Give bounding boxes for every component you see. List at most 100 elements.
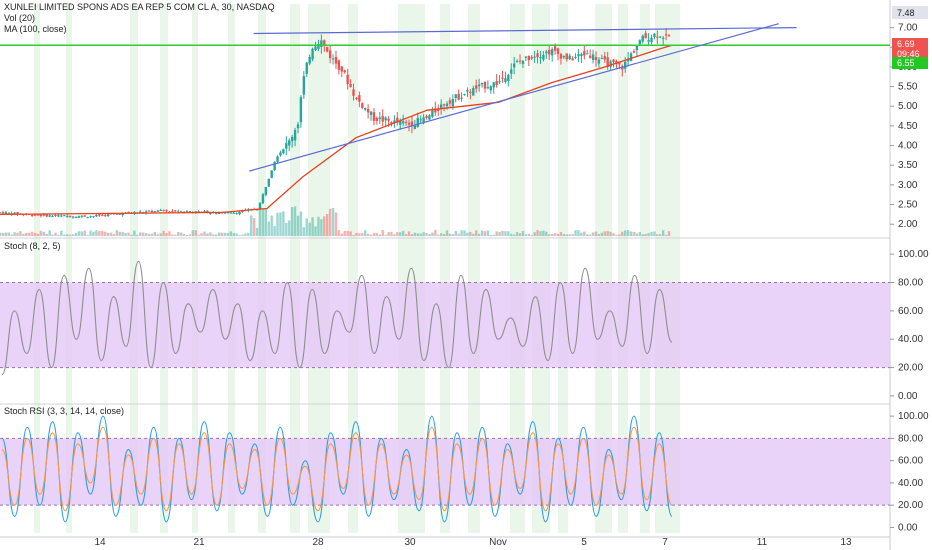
volume-bar-0 xyxy=(0,232,2,236)
candle-body-180 xyxy=(524,56,528,58)
candle-body-186 xyxy=(542,54,545,60)
candle-98 xyxy=(285,136,288,155)
candle-30 xyxy=(86,216,89,219)
candle-body-210 xyxy=(612,59,615,62)
candle-body-64 xyxy=(185,211,189,213)
volume-bar-1 xyxy=(1,232,5,236)
volume-bar-88 xyxy=(255,227,259,236)
volume-bar-30 xyxy=(86,234,89,236)
candle-188 xyxy=(548,44,551,61)
volume-bar-137 xyxy=(399,232,402,236)
candle-body-141 xyxy=(410,121,414,127)
candle-222 xyxy=(647,33,650,46)
volume-bar-67 xyxy=(194,230,197,236)
candle-body-153 xyxy=(445,103,449,107)
volume-bar-15 xyxy=(42,231,46,236)
volume-bar-157 xyxy=(457,233,460,236)
x-tick-label-2: 28 xyxy=(312,537,324,548)
volume-bar-33 xyxy=(95,230,98,236)
candle-body-96 xyxy=(279,152,282,156)
candle-26 xyxy=(74,215,78,219)
svg-text:6.55: 6.55 xyxy=(897,58,915,68)
volume-bar-20 xyxy=(57,234,60,236)
candle-127 xyxy=(369,111,373,121)
candle-95 xyxy=(276,155,279,164)
candle-28 xyxy=(80,215,84,219)
volume-bar-77 xyxy=(223,232,227,236)
candle-body-197 xyxy=(574,56,577,58)
volume-bar-130 xyxy=(378,234,381,236)
volume-bar-166 xyxy=(483,231,487,236)
candle-body-56 xyxy=(162,209,165,211)
candle-body-119 xyxy=(346,74,349,84)
volume-bar-91 xyxy=(264,208,268,236)
candle-body-129 xyxy=(375,117,379,122)
candle-182 xyxy=(530,54,533,61)
volume-bar-43 xyxy=(124,232,127,236)
volume-bar-165 xyxy=(480,230,484,236)
candle-119 xyxy=(346,68,349,90)
candle-body-89 xyxy=(258,202,262,209)
volume-bar-16 xyxy=(45,233,48,236)
volume-bar-163 xyxy=(475,230,478,236)
session-shade-8 xyxy=(308,4,330,533)
candle-body-189 xyxy=(550,49,554,56)
volume-bar-186 xyxy=(542,230,545,236)
candle-body-80 xyxy=(232,212,235,214)
volume-bar-83 xyxy=(241,234,244,236)
volume-bar-7 xyxy=(19,231,22,236)
volume-bar-133 xyxy=(387,232,390,236)
candle-body-54 xyxy=(156,210,159,212)
candle-body-18 xyxy=(51,215,54,217)
volume-bar-99 xyxy=(288,220,291,236)
candle-199 xyxy=(580,52,583,63)
candle-126 xyxy=(366,104,370,119)
volume-bar-224 xyxy=(653,231,656,236)
candle-162 xyxy=(472,85,475,96)
candle-195 xyxy=(568,53,571,60)
volume-bar-142 xyxy=(413,232,417,236)
candle-166 xyxy=(483,81,487,93)
candle-body-74 xyxy=(214,212,218,214)
volume-bar-120 xyxy=(349,231,352,236)
volume-bar-170 xyxy=(495,231,498,236)
candle-227 xyxy=(661,35,665,46)
volume-bar-53 xyxy=(153,231,157,236)
candle-body-135 xyxy=(393,120,396,123)
candle-body-176 xyxy=(512,63,516,68)
stoch-tick-label-2: 40.00 xyxy=(898,334,923,345)
volume-bar-85 xyxy=(247,232,250,236)
candle-body-228 xyxy=(664,34,668,36)
volume-bar-147 xyxy=(428,233,431,236)
volume-bar-144 xyxy=(419,233,422,236)
volume-bar-179 xyxy=(521,230,525,236)
volume-bar-123 xyxy=(358,233,361,236)
candle-125 xyxy=(363,107,367,112)
candle-body-224 xyxy=(653,33,656,37)
candle-body-42 xyxy=(121,212,124,216)
candle-body-166 xyxy=(483,81,487,89)
volume-bar-191 xyxy=(556,233,560,236)
volume-bar-138 xyxy=(401,230,405,236)
volume-bar-107 xyxy=(311,217,314,236)
candle-185 xyxy=(539,51,542,64)
candle-body-14 xyxy=(39,214,43,217)
volume-bar-216 xyxy=(629,231,633,236)
volume-bar-90 xyxy=(261,209,265,236)
candle-body-218 xyxy=(635,45,639,51)
candle-body-93 xyxy=(270,170,273,178)
candle-114 xyxy=(331,54,335,65)
candle-92 xyxy=(267,178,270,187)
candle-body-181 xyxy=(527,55,530,61)
stoch-rsi-tick-label-5: 100.00 xyxy=(898,411,929,422)
candle-169 xyxy=(492,82,495,94)
candle-body-194 xyxy=(565,53,568,60)
candle-150 xyxy=(437,104,440,116)
candle-121 xyxy=(352,83,355,101)
candle-24 xyxy=(68,215,72,218)
candle-18 xyxy=(51,214,54,218)
volume-bar-212 xyxy=(618,234,621,236)
x-tick-label-8: 13 xyxy=(840,537,852,548)
volume-bar-72 xyxy=(209,232,212,236)
